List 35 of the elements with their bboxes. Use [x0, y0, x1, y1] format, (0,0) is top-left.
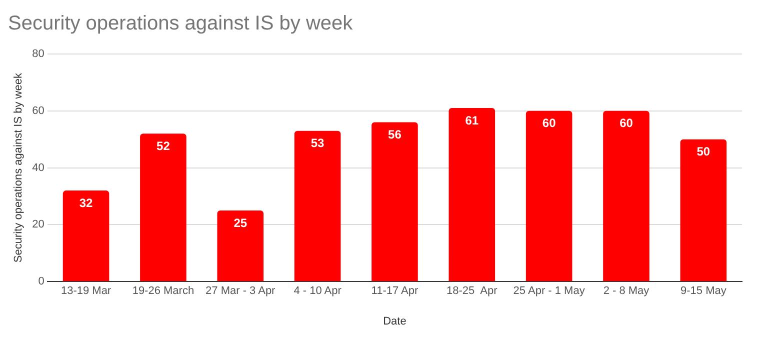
- bar: [62, 190, 110, 282]
- bar: [526, 110, 572, 282]
- x-tick-label: 9-15 May: [680, 285, 727, 298]
- bar: [140, 134, 186, 282]
- x-tick-label: 18-25 Apr: [446, 285, 498, 298]
- bar: [294, 130, 341, 282]
- data-label: 32: [79, 196, 94, 210]
- x-tick-label: 19-26 March: [132, 285, 194, 298]
- data-label: 60: [542, 116, 556, 130]
- chart-title: Security operations against IS by week: [8, 12, 354, 35]
- y-tick-label: 80: [32, 48, 44, 60]
- y-tick-label: 40: [32, 162, 44, 174]
- x-tick-label: 13-19 Mar: [60, 285, 112, 298]
- bar: [448, 108, 496, 282]
- x-tick-label: 27 Mar - 3 Apr: [206, 285, 276, 298]
- data-label: 52: [156, 138, 170, 153]
- bar: [372, 122, 418, 282]
- bar: [603, 110, 650, 282]
- y-tick-label: 60: [32, 104, 44, 117]
- bar: [680, 139, 727, 282]
- data-label: 61: [465, 113, 479, 128]
- x-tick-label: 11-17 Apr: [371, 285, 418, 298]
- data-label: 60: [620, 116, 634, 130]
- data-label: 53: [310, 136, 325, 150]
- y-axis-title: Security operations against IS by week: [12, 72, 25, 263]
- data-label: 50: [696, 144, 710, 159]
- data-label: 56: [388, 128, 402, 142]
- x-tick-label: 2 - 8 May: [603, 285, 650, 298]
- y-tick-label: 20: [32, 218, 44, 231]
- data-label: 25: [234, 216, 248, 230]
- x-tick-label: 25 Apr - 1 May: [513, 285, 586, 298]
- bar: [217, 210, 264, 282]
- x-axis-title: Date: [383, 315, 406, 328]
- y-tick-label: 0: [38, 276, 44, 288]
- x-tick-label: 4 - 10 Apr: [294, 285, 342, 298]
